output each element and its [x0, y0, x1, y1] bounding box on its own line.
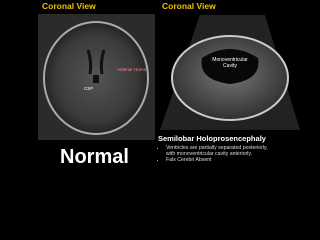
- label: CSP: [84, 86, 94, 91]
- bullet: Falx Cerebri Absent: [166, 157, 274, 163]
- slide: Coronal View Anterior Horns CSP Normal C…: [0, 0, 320, 180]
- monoventricle: [201, 49, 259, 84]
- caption: Semilobar Holoprosencephaly: [158, 134, 266, 143]
- csp: [93, 75, 99, 83]
- bullet: Ventricles are partially separated poste…: [166, 145, 274, 157]
- left-title: Coronal View: [42, 1, 96, 11]
- label: Monoventricular Cavity: [212, 57, 248, 69]
- caption: Normal: [60, 146, 129, 168]
- horns: [86, 49, 106, 75]
- ultrasound-images: [38, 14, 300, 140]
- label: Anterior Horns: [117, 67, 147, 72]
- right-title: Coronal View: [162, 1, 216, 11]
- bullets: Ventricles are partially separated poste…: [158, 145, 274, 163]
